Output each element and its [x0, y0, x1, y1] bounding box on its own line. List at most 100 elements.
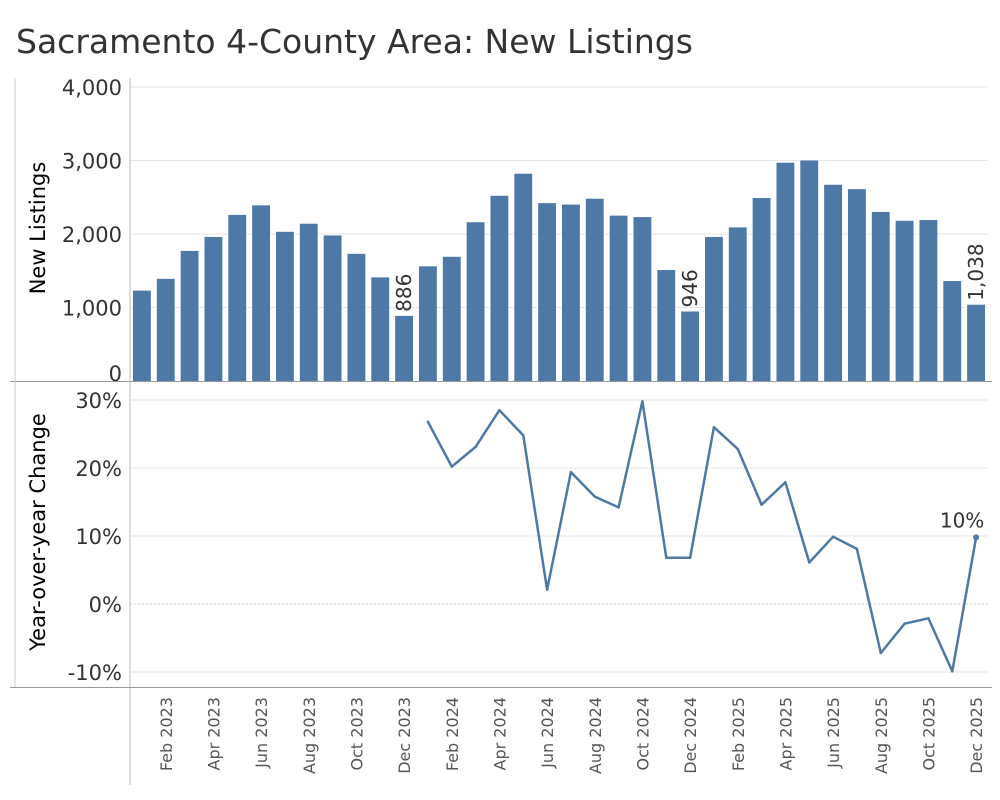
line-point-feb-2025: [736, 447, 739, 451]
line-point-mar-2024: [474, 445, 477, 449]
line-point-dec-2025: [973, 534, 980, 541]
bar-jun-2023: [252, 205, 271, 381]
line-point-jun-2025: [831, 535, 835, 538]
bar-sep-2023: [323, 235, 342, 381]
grid-layer: [130, 86, 988, 673]
x-tick-label: Jun 2025: [824, 697, 843, 769]
bar-jul-2025: [847, 189, 866, 381]
bar-oct-2024: [633, 217, 652, 381]
bar-apr-2025: [776, 162, 795, 381]
bar-jun-2024: [538, 203, 557, 381]
line-y-tick-label: 0%: [89, 593, 122, 617]
line-point-feb-2024: [450, 465, 453, 468]
x-tick-label: Feb 2024: [443, 697, 462, 771]
line-y-tick-label: 20%: [75, 457, 122, 481]
line-point-jun-2024: [545, 588, 549, 591]
bar-y-tick-label: 1,000: [62, 297, 122, 321]
bar-dec-2024: [681, 311, 700, 381]
bar-y-axis-title: New Listings: [26, 162, 50, 295]
bar-series: [132, 160, 986, 381]
bar-y-tick-label: 4,000: [62, 76, 122, 100]
bar-oct-2025: [919, 220, 938, 381]
line-point-jan-2025: [712, 426, 716, 429]
axes-layer: [10, 78, 992, 785]
bar-mar-2023: [180, 250, 199, 381]
bar-sep-2024: [609, 215, 628, 381]
bar-may-2023: [228, 214, 247, 381]
line-y-tick-label: 10%: [75, 525, 122, 549]
line-y-tick-label: -10%: [68, 661, 122, 685]
line-y-axis-title: Year-over-year Change: [26, 413, 50, 652]
x-tick-label: Apr 2025: [776, 697, 795, 770]
bar-apr-2024: [490, 195, 509, 381]
line-point-dec-2024: [688, 556, 692, 559]
bar-nov-2024: [657, 270, 676, 381]
line-series: [426, 400, 980, 673]
line-point-mar-2025: [760, 503, 763, 506]
x-tick-label: Dec 2024: [681, 697, 700, 774]
bar-jan-2024: [418, 266, 437, 381]
x-tick-label: Oct 2025: [919, 697, 938, 770]
x-tick-label: Jun 2023: [252, 697, 271, 769]
x-tick-label: Aug 2025: [872, 697, 891, 774]
line-point-jan-2024: [426, 420, 430, 423]
line-y-tick-label: 30%: [75, 389, 122, 413]
line-point-sep-2024: [617, 506, 620, 509]
bar-nov-2025: [943, 281, 962, 381]
bar-feb-2025: [728, 227, 747, 381]
bar-data-label: 946: [678, 269, 702, 307]
x-tick-label: Dec 2023: [395, 697, 414, 774]
bar-feb-2024: [442, 256, 461, 381]
bar-jul-2024: [561, 204, 580, 381]
bar-aug-2025: [871, 211, 890, 381]
bar-may-2025: [800, 160, 819, 381]
line-point-jul-2024: [569, 470, 573, 474]
bar-y-tick-label: 2,000: [62, 223, 122, 247]
bar-mar-2025: [752, 197, 771, 381]
bar-aug-2024: [585, 198, 604, 381]
line-data-label: 10%: [940, 508, 984, 532]
line-point-aug-2024: [593, 495, 596, 498]
bar-data-label: 886: [392, 274, 416, 312]
line-point-sep-2025: [903, 622, 906, 625]
line-point-jul-2025: [855, 547, 859, 551]
bar-may-2024: [514, 173, 533, 381]
x-tick-label: Feb 2025: [729, 697, 748, 771]
line-point-oct-2024: [641, 400, 644, 403]
bar-dec-2023: [395, 315, 414, 381]
bar-y-tick-label: 0: [109, 362, 122, 386]
bar-feb-2023: [156, 278, 175, 381]
line-point-may-2024: [522, 434, 525, 437]
x-tick-label: Apr 2023: [204, 697, 223, 770]
line-point-oct-2025: [927, 617, 930, 620]
bar-mar-2024: [466, 222, 485, 381]
bar-jan-2025: [704, 236, 723, 381]
bar-apr-2023: [204, 236, 223, 381]
chart-title: Sacramento 4-County Area: New Listings: [16, 22, 693, 61]
bar-jul-2023: [275, 231, 294, 381]
bar-y-tick-label: 3,000: [62, 150, 122, 174]
yoy-change-line: [426, 400, 978, 673]
line-point-may-2025: [808, 561, 811, 564]
x-tick-label: Aug 2023: [300, 697, 319, 774]
bar-nov-2023: [371, 277, 390, 381]
x-tick-label: Aug 2024: [586, 697, 605, 774]
bar-jan-2023: [132, 290, 151, 381]
line-point-apr-2024: [498, 409, 501, 412]
bar-oct-2023: [347, 253, 366, 381]
bar-data-label: 1,038: [964, 243, 988, 300]
labels-layer: 0 1,000 2,000 3,000 4,000 -10% 0% 10% 20% 30% 886 9…: [62, 76, 988, 774]
bar-sep-2025: [895, 220, 914, 381]
line-point-nov-2024: [665, 556, 668, 559]
x-tick-label: Oct 2023: [347, 697, 366, 770]
x-tick-label: Oct 2024: [633, 697, 652, 770]
bar-dec-2025: [967, 304, 986, 381]
line-point-aug-2025: [879, 651, 882, 655]
x-tick-label: Apr 2024: [490, 697, 509, 770]
x-tick-label: Dec 2025: [967, 697, 986, 774]
bar-jun-2025: [824, 184, 843, 381]
line-point-nov-2025: [951, 670, 954, 673]
x-tick-label: Feb 2023: [157, 697, 176, 771]
x-tick-label: Jun 2024: [538, 697, 557, 769]
